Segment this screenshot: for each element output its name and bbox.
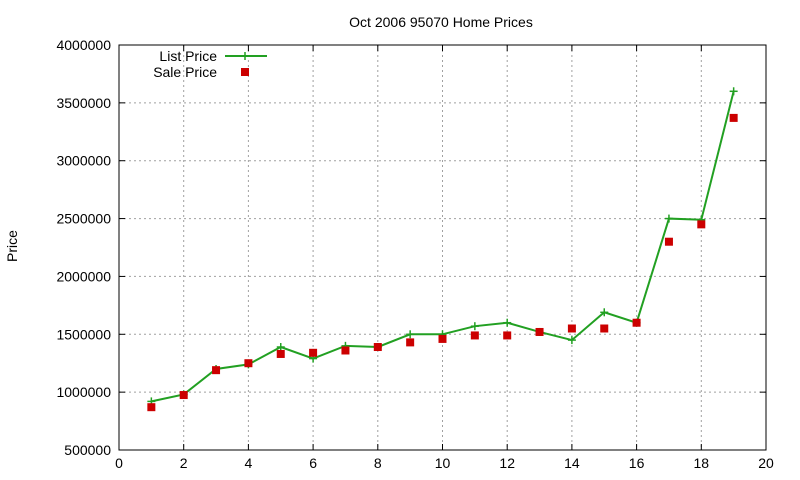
- series-sale-price: [147, 113, 738, 412]
- sale-price-point: [244, 359, 253, 368]
- sale-price-point: [503, 331, 512, 340]
- x-tick-label: 14: [564, 455, 580, 471]
- grid: [119, 45, 766, 450]
- y-tick-label: 1000000: [56, 384, 111, 400]
- sale-price-point: [567, 324, 576, 333]
- y-tick-label: 2500000: [56, 211, 111, 227]
- sale-price-point: [179, 391, 188, 400]
- axes: 0 2 4 6 8 10 12 14 16 18 20 500000 1000000 1500000 200…: [56, 37, 774, 471]
- legend-marker: [241, 52, 249, 60]
- x-tick-label: 12: [499, 455, 515, 471]
- x-tick-label: 4: [245, 455, 253, 471]
- x-tick-label: 18: [694, 455, 710, 471]
- list-price-point: [276, 343, 285, 352]
- series: [147, 87, 738, 412]
- sale-price-point: [212, 366, 221, 375]
- legend-label: Sale Price: [153, 64, 217, 80]
- legend-marker: [241, 68, 249, 76]
- sale-price-point: [632, 318, 641, 327]
- list-price-point: [470, 322, 479, 331]
- y-tick-label: 2000000: [56, 268, 111, 284]
- list-price-point: [600, 308, 609, 317]
- x-tick-label: 8: [374, 455, 382, 471]
- y-tick-label: 3500000: [56, 95, 111, 111]
- x-tick-label: 16: [629, 455, 645, 471]
- y-axis-label: Price: [4, 230, 20, 262]
- sale-price-point: [309, 348, 318, 357]
- sale-price-point: [341, 346, 350, 355]
- y-tick-label: 500000: [64, 442, 111, 458]
- sale-price-point: [373, 343, 382, 352]
- y-tick-label: 3000000: [56, 153, 111, 169]
- y-tick-label: 4000000: [56, 37, 111, 53]
- x-tick-label: 20: [758, 455, 774, 471]
- list-price-point: [664, 214, 673, 223]
- list-price-point: [503, 318, 512, 327]
- sale-price-point: [147, 403, 156, 412]
- legend-label: List Price: [159, 48, 217, 64]
- sale-price-point: [729, 113, 738, 122]
- sale-price-point: [276, 349, 285, 358]
- x-tick-label: 6: [309, 455, 317, 471]
- x-tick-label: 2: [180, 455, 188, 471]
- x-tick-label: 0: [115, 455, 123, 471]
- sale-price-point: [470, 331, 479, 340]
- list-price-point: [406, 330, 415, 339]
- list-price-point: [567, 336, 576, 345]
- sale-price-point: [406, 338, 415, 347]
- sale-price-point: [535, 327, 544, 336]
- list-price-point: [729, 87, 738, 96]
- sale-price-point: [600, 324, 609, 333]
- chart-title: Oct 2006 95070 Home Prices: [349, 14, 533, 30]
- sale-price-point: [438, 334, 447, 343]
- sale-price-point: [664, 237, 673, 246]
- sale-price-point: [697, 220, 706, 229]
- x-tick-label: 10: [435, 455, 451, 471]
- y-tick-label: 1500000: [56, 326, 111, 342]
